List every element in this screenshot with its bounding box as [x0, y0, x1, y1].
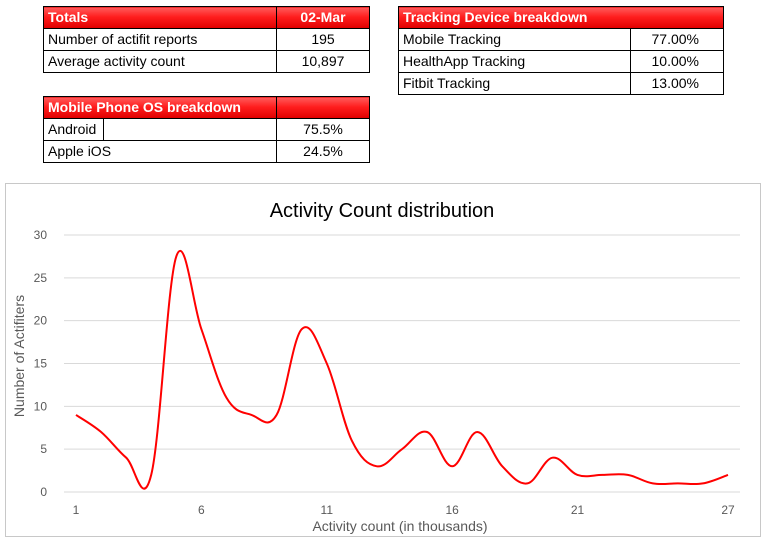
device-row-value: 10.00%	[630, 50, 724, 73]
chart-svg: Activity Count distribution 0 5 10 15 20 25 30…	[11, 200, 740, 534]
os-breakdown-table: Mobile Phone OS breakdown Android 75.5% …	[42, 96, 371, 163]
os-row-spacer	[102, 118, 278, 141]
table-row: Mobile Tracking 77.00%	[398, 28, 724, 51]
table-row: Apple iOS 24.5%	[42, 140, 371, 163]
totals-row-label: Number of actifit reports	[43, 28, 277, 51]
totals-row-label: Average activity count	[43, 50, 277, 73]
os-row-value: 24.5%	[276, 140, 371, 163]
os-row-value: 75.5%	[276, 118, 371, 141]
table-row: Android 75.5%	[43, 118, 371, 141]
x-tick-label: 1	[73, 503, 80, 517]
x-tick-label: 21	[571, 503, 585, 517]
y-axis-label: Number of Actifiters	[11, 295, 27, 417]
x-tick-label: 27	[721, 503, 735, 517]
totals-row-value: 195	[276, 28, 370, 51]
os-header-empty	[276, 96, 371, 119]
totals-header-row: Totals 02-Mar	[43, 6, 370, 29]
device-row-value: 13.00%	[630, 72, 724, 95]
device-row-label: HealthApp Tracking	[398, 50, 631, 73]
x-tick-label: 6	[198, 503, 205, 517]
activity-chart: Activity Count distribution 0 5 10 15 20 25 30…	[5, 183, 761, 537]
device-header-label: Tracking Device breakdown	[398, 6, 724, 29]
y-tick-label: 20	[34, 314, 48, 328]
table-row: HealthApp Tracking 10.00%	[398, 50, 724, 73]
x-axis-label: Activity count (in thousands)	[312, 518, 487, 534]
table-row: Fitbit Tracking 13.00%	[398, 72, 724, 95]
y-tick-label: 25	[34, 271, 48, 285]
totals-table: Totals 02-Mar Number of actifit reports …	[43, 6, 370, 73]
table-row: Number of actifit reports 195	[43, 28, 370, 51]
series-line	[75, 249, 729, 490]
y-tick-label: 15	[34, 357, 48, 371]
device-header-row: Tracking Device breakdown	[398, 6, 724, 29]
x-tick-label: 11	[321, 503, 334, 517]
y-tick-label: 30	[34, 228, 48, 242]
chart-x-ticks: 1 6 11 16 21 27	[73, 503, 735, 517]
y-tick-label: 10	[34, 399, 48, 413]
totals-row-value: 10,897	[276, 50, 370, 73]
device-row-label: Mobile Tracking	[398, 28, 631, 51]
chart-title: Activity Count distribution	[270, 200, 495, 222]
chart-y-ticks: 0 5 10 15 20 25 30	[34, 228, 48, 499]
os-row-label: Apple iOS	[42, 140, 278, 163]
totals-header-date: 02-Mar	[276, 6, 370, 29]
table-row: Average activity count 10,897	[43, 50, 370, 73]
totals-header-label: Totals	[43, 6, 277, 29]
os-row-label: Android	[43, 118, 104, 141]
device-row-label: Fitbit Tracking	[398, 72, 631, 95]
chart-gridlines	[64, 234, 740, 493]
y-tick-label: 5	[40, 442, 47, 456]
os-header-row: Mobile Phone OS breakdown	[42, 96, 371, 119]
y-tick-label: 0	[40, 485, 47, 499]
device-breakdown-table: Tracking Device breakdown Mobile Trackin…	[398, 6, 724, 95]
device-row-value: 77.00%	[630, 28, 724, 51]
x-tick-label: 16	[445, 503, 459, 517]
os-header-label: Mobile Phone OS breakdown	[42, 96, 278, 119]
